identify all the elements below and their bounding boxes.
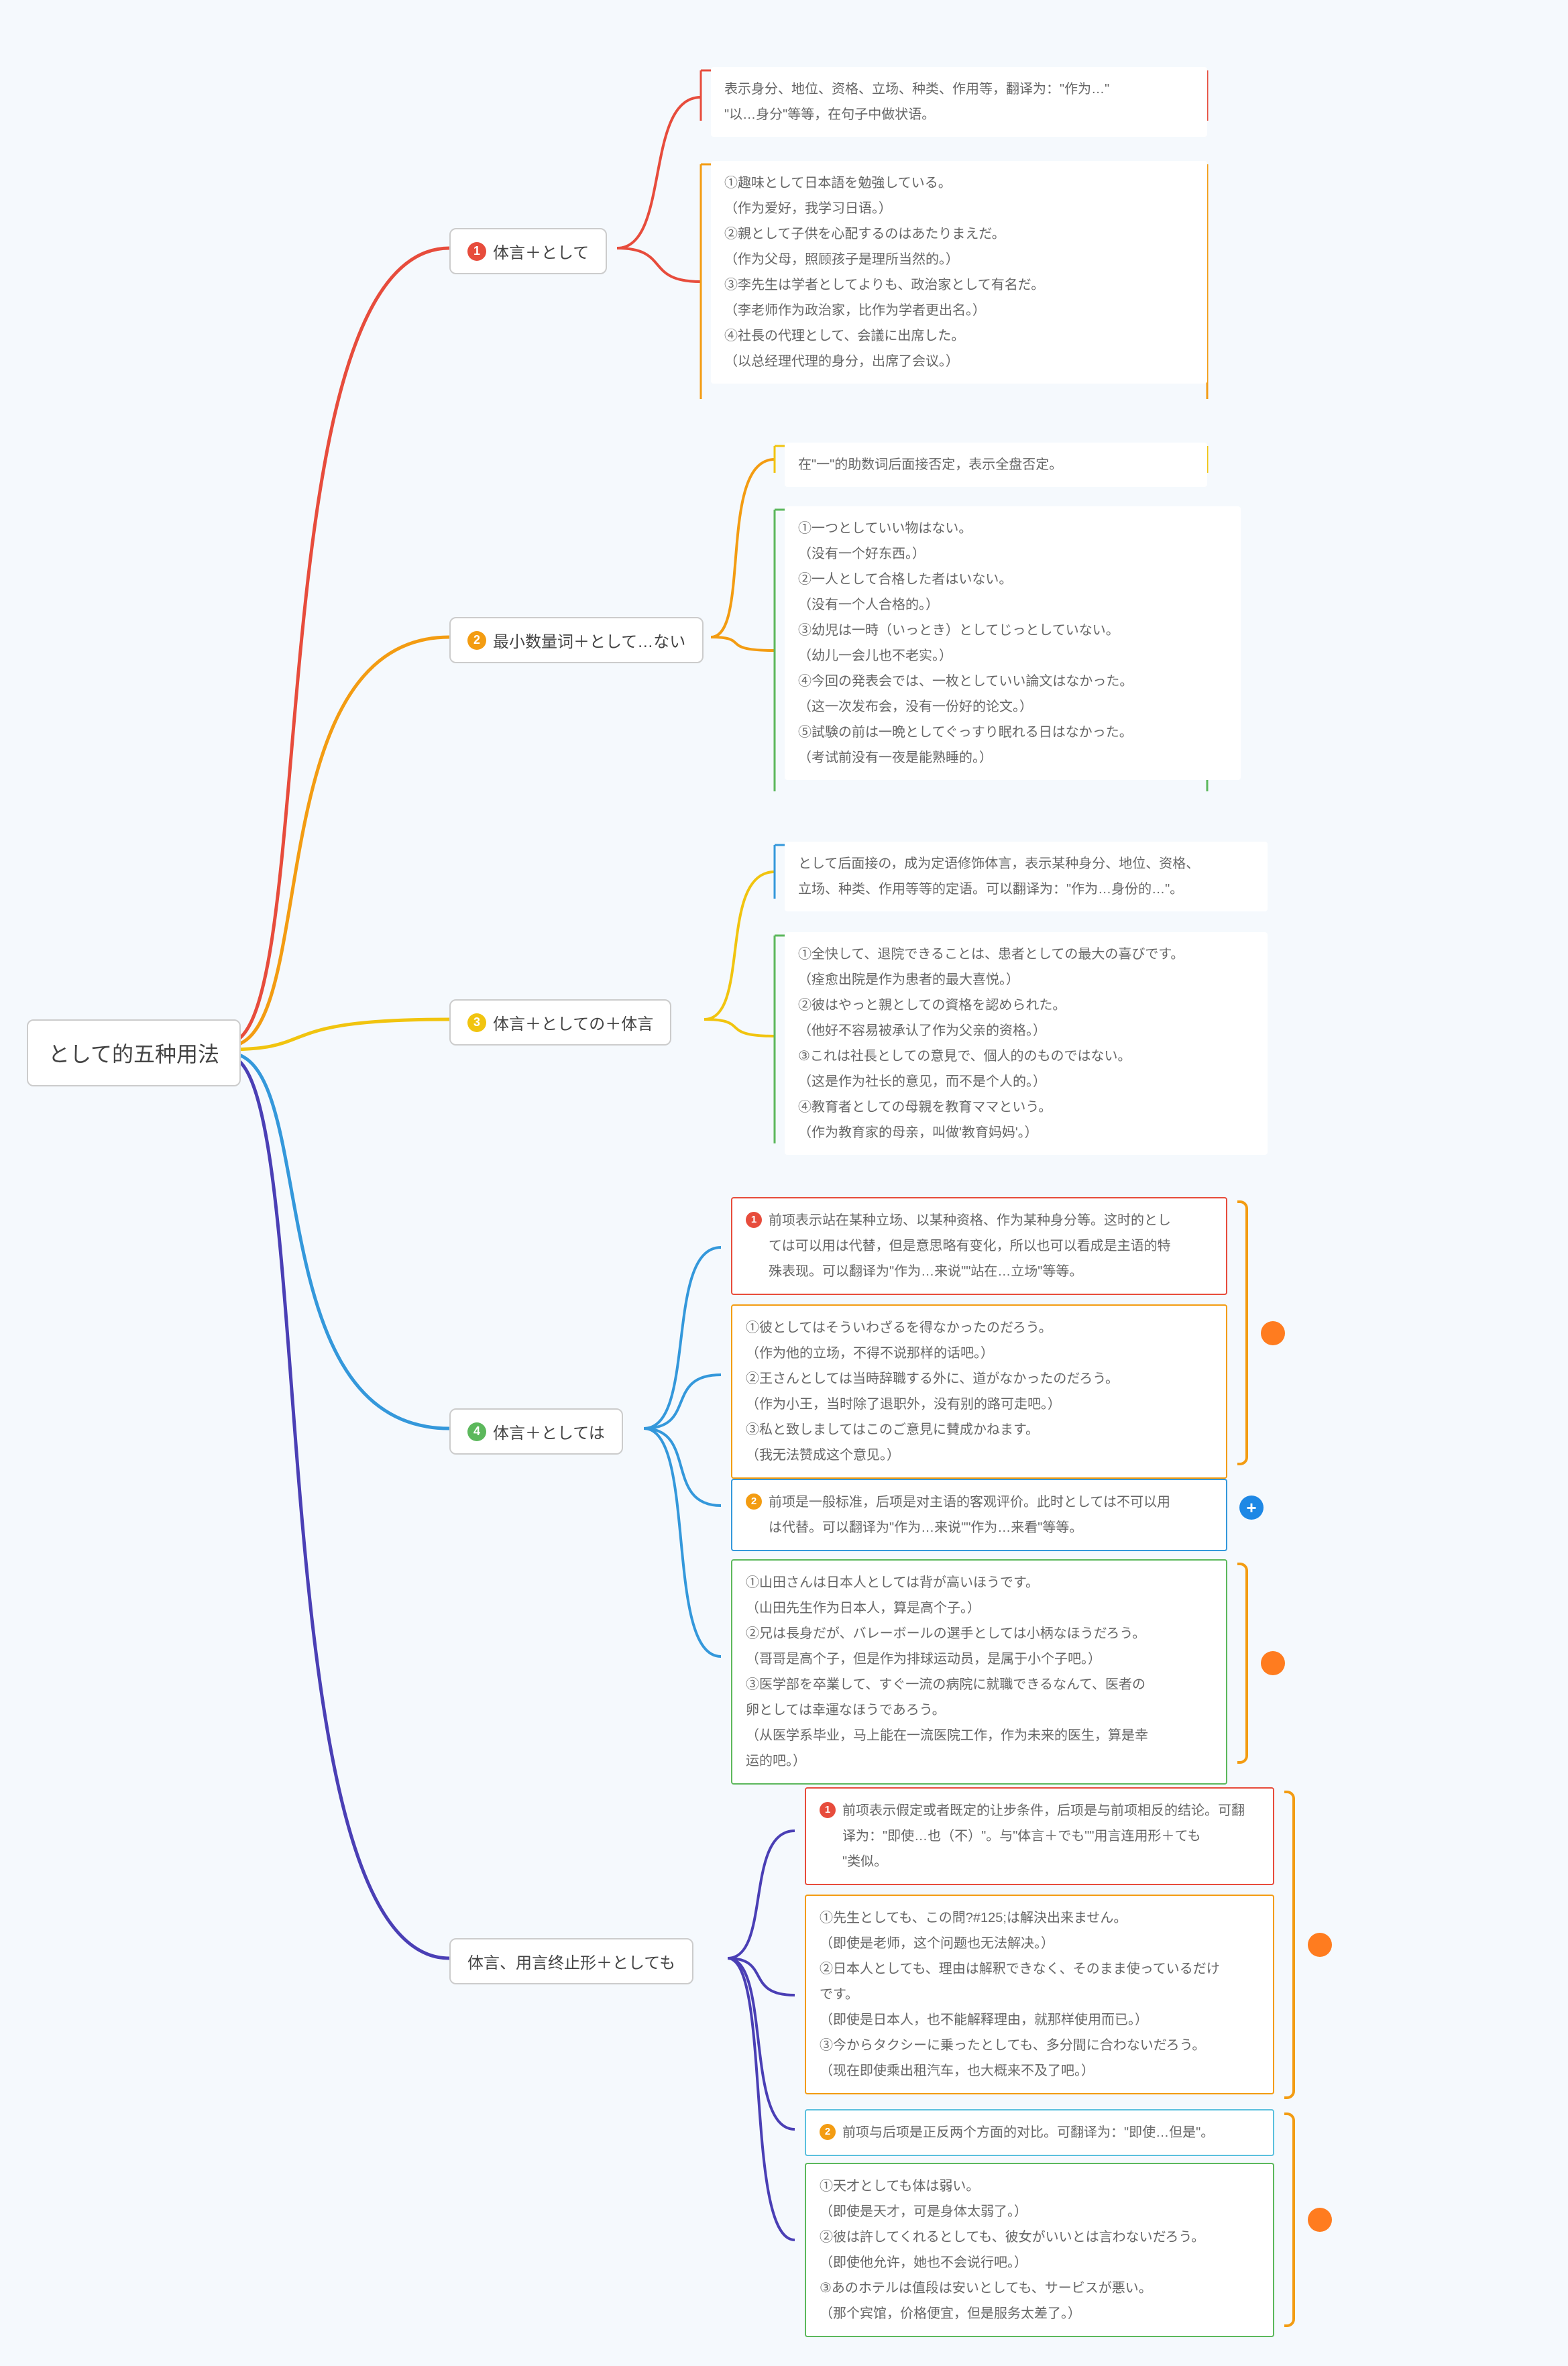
b5-sub2-ex: ①天才としても体は弱い。（即使是天才，可是身体太弱了。）②彼は許してくれるとして… xyxy=(805,2163,1274,2337)
branch-5[interactable]: 体言、用言终止形＋としても xyxy=(449,1938,693,1984)
branch-3-num: 3 xyxy=(467,1013,486,1032)
branch-4-num: 4 xyxy=(467,1422,486,1441)
b2-examples: ①一つとしていい物はない。（没有一个好东西。）②一人として合格した者はいない。（… xyxy=(785,506,1241,780)
b4-sub2-ex: ①山田さんは日本人としては背が高いほうです。（山田先生作为日本人，算是高个子。）… xyxy=(731,1559,1227,1785)
bracket-b5-1 xyxy=(1284,1791,1295,2099)
branch-2-label: 最小数量词＋として…ない xyxy=(493,628,685,652)
dot-b5-1 xyxy=(1308,1933,1332,1957)
bracket-b5-2 xyxy=(1284,2112,1295,2327)
branch-3[interactable]: 3 体言＋としての＋体言 xyxy=(449,999,671,1046)
branch-1-num: 1 xyxy=(467,242,486,261)
b1-examples: ①趣味として日本語を勉強している。（作为爱好，我学习日语。）②親として子供を心配… xyxy=(711,161,1207,384)
branch-3-label: 体言＋としての＋体言 xyxy=(493,1011,653,1034)
b2-desc: 在"一"的助数词后面接否定，表示全盘否定。 xyxy=(785,443,1207,487)
b3-desc: として后面接の，成为定语修饰体言，表示某种身分、地位、资格、立场、种类、作用等等… xyxy=(785,842,1268,911)
b5-sub2-desc: 2 前项与后项是正反两个方面的对比。可翻译为："即使…但是"。 xyxy=(805,2109,1274,2156)
dot-b5-2 xyxy=(1308,2208,1332,2232)
branch-1-label: 体言＋として xyxy=(493,239,589,263)
b4-sub1-desc: 1 前项表示站在某种立场、以某种资格、作为某种身分等。这时的としては可以用は代替… xyxy=(731,1197,1227,1295)
root-node[interactable]: として的五种用法 xyxy=(27,1019,241,1086)
b5-sub1-desc: 1 前项表示假定或者既定的让步条件，后项是与前项相反的结论。可翻译为："即使…也… xyxy=(805,1787,1274,1885)
root-label: として的五种用法 xyxy=(48,1042,219,1066)
b3-examples: ①全快して、退院できることは、患者としての最大の喜びです。（痊愈出院是作为患者的… xyxy=(785,932,1268,1155)
branch-4-label: 体言＋としては xyxy=(493,1420,605,1443)
dot-b4-1 xyxy=(1261,1321,1285,1345)
dot-b4-2 xyxy=(1261,1651,1285,1675)
branch-1[interactable]: 1 体言＋として xyxy=(449,228,607,274)
b5-sub1-ex: ①先生としても、この問?#125;は解決出来ません。（即使是老师，这个问题也无法… xyxy=(805,1895,1274,2094)
plus-icon[interactable]: + xyxy=(1239,1496,1264,1520)
b4-sub2-desc[interactable]: 2 前项是一般标准，后项是对主语的客观评价。此时としては不可以用は代替。可以翻译… xyxy=(731,1479,1227,1551)
b1-desc: 表示身分、地位、资格、立场、种类、作用等，翻译为："作为…""以…身分"等等，在… xyxy=(711,67,1207,137)
branch-5-label: 体言、用言终止形＋としても xyxy=(467,1950,675,1973)
bracket-b4-2 xyxy=(1237,1563,1248,1764)
branch-2-num: 2 xyxy=(467,631,486,650)
b4-sub1-ex: ①彼としてはそういわざるを得なかったのだろう。（作为他的立场，不得不说那样的话吧… xyxy=(731,1304,1227,1479)
bracket-b4-1 xyxy=(1237,1200,1248,1465)
branch-4[interactable]: 4 体言＋としては xyxy=(449,1408,623,1455)
branch-2[interactable]: 2 最小数量词＋として…ない xyxy=(449,617,704,663)
